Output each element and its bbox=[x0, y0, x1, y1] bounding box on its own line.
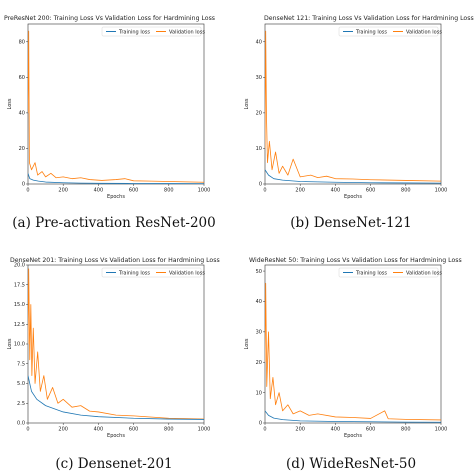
legend-box bbox=[338, 26, 439, 37]
subfigure-caption: (a) Pre-activation ResNet-200 bbox=[12, 215, 215, 231]
y-tick-label: 20.0 bbox=[14, 263, 25, 269]
x-tick-label: 600 bbox=[366, 427, 376, 433]
legend-entry: Validation loss bbox=[169, 29, 205, 35]
series-line-validation bbox=[28, 268, 204, 420]
x-tick-label: 0 bbox=[26, 427, 29, 433]
y-axis-label: Loss bbox=[244, 338, 250, 349]
legend-entry: Validation loss bbox=[406, 29, 442, 35]
y-tick-label: 15.0 bbox=[14, 302, 25, 308]
y-tick-label: 10.0 bbox=[14, 342, 25, 348]
legend: Training loss Validation loss bbox=[338, 267, 442, 278]
y-tick-label: 20 bbox=[256, 360, 262, 366]
x-tick-label: 400 bbox=[94, 188, 104, 194]
x-tick-label: 200 bbox=[295, 188, 305, 194]
y-tick-label: 20 bbox=[19, 146, 25, 152]
y-tick-label: 80 bbox=[19, 39, 25, 45]
x-tick-label: 600 bbox=[129, 188, 139, 194]
legend-entry: Training loss bbox=[118, 270, 150, 276]
plot-area bbox=[27, 264, 205, 424]
x-tick-label: 200 bbox=[58, 188, 68, 194]
chart-title: WideResNet 50: Training Loss Vs Validati… bbox=[249, 257, 462, 264]
x-tick-label: 200 bbox=[58, 427, 68, 433]
legend-box bbox=[338, 267, 439, 278]
y-tick-label: 0 bbox=[259, 182, 262, 188]
subfigure-caption: (d) WideResNet-50 bbox=[286, 456, 416, 472]
x-tick-label: 1000 bbox=[435, 427, 448, 433]
y-tick-label: 60 bbox=[19, 75, 25, 81]
y-tick-label: 2.5 bbox=[17, 401, 25, 407]
x-tick-label: 0 bbox=[263, 188, 266, 194]
chart-title: DenseNet 201: Training Loss Vs Validatio… bbox=[10, 257, 220, 264]
legend-entry: Validation loss bbox=[169, 270, 205, 276]
y-tick-label: 0 bbox=[259, 421, 262, 427]
y-tick-label: 40 bbox=[256, 39, 262, 45]
series-line-validation bbox=[28, 30, 204, 183]
chart-panel-1: PreResNet 200: Training Loss Vs Validati… bbox=[4, 15, 216, 231]
series-line-validation bbox=[265, 282, 441, 421]
x-tick-label: 600 bbox=[366, 188, 376, 194]
chart-panel-4: WideResNet 50: Training Loss Vs Validati… bbox=[244, 257, 462, 472]
subfigure-caption: (c) Densenet-201 bbox=[55, 456, 172, 472]
y-tick-label: 20 bbox=[256, 111, 262, 117]
plot-area bbox=[264, 264, 442, 424]
y-tick-label: 30 bbox=[256, 330, 262, 336]
legend: Training loss Validation loss bbox=[101, 26, 205, 37]
x-axis-label: Epochs bbox=[344, 194, 362, 200]
y-axis-label: Loss bbox=[7, 98, 13, 109]
x-tick-label: 800 bbox=[164, 427, 174, 433]
series-line-training bbox=[265, 169, 441, 184]
legend: Training loss Validation loss bbox=[101, 267, 205, 278]
chart-panels: PreResNet 200: Training Loss Vs Validati… bbox=[4, 15, 474, 472]
chart-panel-3: DenseNet 201: Training Loss Vs Validatio… bbox=[7, 257, 220, 472]
legend-entry: Validation loss bbox=[406, 270, 442, 276]
x-tick-label: 400 bbox=[331, 188, 341, 194]
x-tick-label: 0 bbox=[263, 427, 266, 433]
y-tick-label: 30 bbox=[256, 75, 262, 81]
y-tick-label: 5.0 bbox=[17, 381, 25, 387]
y-tick-label: 7.5 bbox=[17, 361, 25, 367]
y-tick-label: 17.5 bbox=[14, 282, 25, 288]
plot-area bbox=[264, 23, 442, 185]
y-tick-label: 10 bbox=[256, 390, 262, 396]
chart-title: DenseNet 121: Training Loss Vs Validatio… bbox=[264, 15, 474, 22]
y-tick-label: 0 bbox=[22, 182, 25, 188]
series-line-training bbox=[28, 375, 204, 420]
series-line-training bbox=[265, 410, 441, 423]
y-tick-label: 12.5 bbox=[14, 322, 25, 328]
subfigure-caption: (b) DenseNet-121 bbox=[290, 215, 411, 231]
y-tick-label: 40 bbox=[256, 299, 262, 305]
y-tick-label: 50 bbox=[256, 269, 262, 275]
x-tick-label: 400 bbox=[331, 427, 341, 433]
y-axis-label: Loss bbox=[7, 338, 13, 349]
x-tick-label: 800 bbox=[401, 188, 411, 194]
legend-entry: Training loss bbox=[355, 270, 387, 276]
legend-box bbox=[101, 26, 202, 37]
x-axis-label: Epochs bbox=[344, 433, 362, 439]
y-axis-label: Loss bbox=[244, 98, 250, 109]
x-tick-label: 1000 bbox=[198, 427, 211, 433]
x-axis-label: Epochs bbox=[107, 194, 125, 200]
plot-area bbox=[27, 23, 205, 185]
chart-panel-2: DenseNet 121: Training Loss Vs Validatio… bbox=[244, 15, 474, 231]
x-tick-label: 800 bbox=[164, 188, 174, 194]
y-tick-label: 0.0 bbox=[17, 421, 25, 427]
chart-title: PreResNet 200: Training Loss Vs Validati… bbox=[4, 15, 215, 22]
x-tick-label: 0 bbox=[26, 188, 29, 194]
x-tick-label: 800 bbox=[401, 427, 411, 433]
x-tick-label: 1000 bbox=[198, 188, 211, 194]
y-tick-label: 40 bbox=[19, 111, 25, 117]
legend-box bbox=[101, 267, 202, 278]
x-tick-label: 600 bbox=[129, 427, 139, 433]
y-tick-label: 10 bbox=[256, 146, 262, 152]
x-tick-label: 1000 bbox=[435, 188, 448, 194]
legend-entry: Training loss bbox=[118, 29, 150, 35]
series-line-training bbox=[28, 173, 204, 184]
x-tick-label: 200 bbox=[295, 427, 305, 433]
legend-entry: Training loss bbox=[355, 29, 387, 35]
legend: Training loss Validation loss bbox=[338, 26, 442, 37]
series-line-validation bbox=[265, 30, 441, 182]
x-axis-label: Epochs bbox=[107, 433, 125, 439]
x-tick-label: 400 bbox=[94, 427, 104, 433]
